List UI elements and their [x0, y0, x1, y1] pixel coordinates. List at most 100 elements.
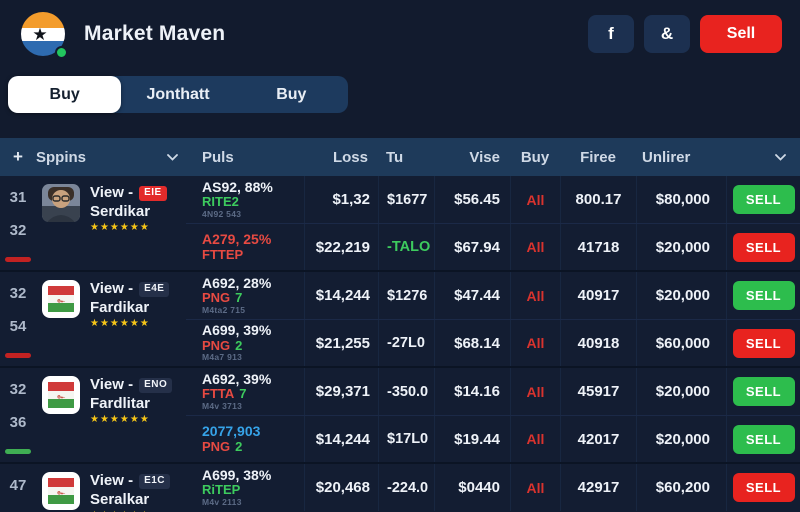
tab-buy-1[interactable]: Buy	[8, 76, 122, 113]
sell-button[interactable]: SELL	[732, 424, 795, 454]
player-cell: ๛ View - E4E Fardikar ★★★★★★	[36, 272, 186, 366]
svg-text:๛: ๛	[57, 394, 66, 401]
avatar-flag: ๛	[42, 472, 80, 510]
group-rows: A692, 39% FTTA 7 M4v 3713 $29,371 -350.0…	[186, 368, 800, 462]
column-header-vise: Vise	[469, 148, 500, 166]
player-view-link[interactable]: View - E4E	[90, 280, 170, 299]
table-row: A699, 38% RiTEP M4v 2113 $20,468 -224.0 …	[186, 464, 800, 511]
firee-value: 42017	[560, 416, 636, 462]
view-label: View -	[90, 472, 134, 489]
tab-bar: Buy Jonthatt Buy	[8, 76, 348, 113]
player-badge: ENO	[139, 378, 173, 393]
unlirer-value: $20,000	[636, 224, 726, 270]
puls-cell: A279, 25% FTTEP	[186, 224, 304, 270]
tu-value: -224.0	[378, 464, 434, 511]
loss-value: $21,255	[304, 320, 378, 366]
sell-header-button[interactable]: Sell	[700, 15, 782, 53]
player-view-link[interactable]: View - EIE	[90, 184, 167, 203]
puls-sub2: 7	[235, 290, 243, 306]
view-label: View -	[90, 280, 134, 297]
group-rows: AS92, 88% RITE2 4N92 543 $1,32 $1677 $56…	[186, 176, 800, 270]
avatar-flag: ๛	[42, 376, 80, 414]
table-row: 2077,903 PNG 2 $14,244 $17L0 $19.44 All …	[186, 415, 800, 462]
star-rating: ★★★★★★	[90, 317, 150, 329]
player-cell: ๛ View - E1C Seralkar ★★★★★★	[36, 464, 186, 512]
sell-button[interactable]: SELL	[732, 232, 795, 262]
puls-note: M4v 2113	[202, 496, 242, 507]
puls-sub: PNG	[202, 438, 231, 454]
vise-value: $14.16	[434, 368, 510, 415]
loss-value: $20,468	[304, 464, 378, 511]
sell-button[interactable]: SELL	[732, 377, 795, 406]
sell-button[interactable]: SELL	[732, 185, 795, 214]
puls-sub: PNG	[202, 290, 231, 306]
player-name: Fardlitar	[90, 394, 151, 412]
puls-main: A279, 25%	[202, 230, 272, 247]
sell-button[interactable]: SELL	[732, 281, 795, 310]
view-label: View -	[90, 184, 134, 201]
svg-text:๛: ๛	[57, 298, 66, 305]
row-index: 36	[9, 414, 27, 431]
tab-buy-2[interactable]: Buy	[276, 85, 307, 103]
puls-note: M4v 3713	[202, 400, 243, 411]
puls-cell: A699, 38% RiTEP M4v 2113	[186, 464, 304, 511]
puls-main: AS92, 88%	[202, 178, 273, 195]
row-index: 32	[9, 285, 27, 302]
puls-note: 4N92 543	[202, 208, 242, 219]
tab-jonthatt[interactable]: Jonthatt	[146, 85, 210, 103]
row-index: 32	[9, 222, 27, 239]
avatar: ๛	[42, 184, 80, 222]
firee-value: 45917	[560, 368, 636, 415]
puls-main: A692, 39%	[202, 370, 272, 387]
facebook-button[interactable]: f	[588, 15, 634, 53]
row-indices: 32 54	[0, 272, 36, 366]
loss-value: $1,32	[304, 176, 378, 223]
table-row-group: 47 35	[0, 464, 800, 512]
puls-sub: FTTEP	[202, 246, 244, 262]
sell-button[interactable]: SELL	[732, 328, 795, 358]
row-dash-indicator	[5, 257, 31, 262]
unlirer-value: $80,000	[636, 176, 726, 223]
puls-note: M4ta2 715	[202, 304, 246, 315]
puls-cell: 2077,903 PNG 2	[186, 416, 304, 462]
player-cell: ๛ View - ENO Fardlitar ★★★★★★	[36, 368, 186, 462]
table-row: A699, 39% PNG 2 M4a7 913 $21,255 -27L0 $…	[186, 319, 800, 366]
star-rating: ★★★★★★	[90, 221, 150, 233]
puls-cell: A699, 39% PNG 2 M4a7 913	[186, 320, 304, 366]
player-view-link[interactable]: View - E1C	[90, 472, 171, 491]
chevron-down-icon[interactable]	[167, 149, 178, 166]
firee-value: 41718	[560, 224, 636, 270]
unlirer-value: $60,200	[636, 464, 726, 511]
table-body: 31 32	[0, 176, 800, 512]
sell-button[interactable]: SELL	[732, 473, 795, 502]
tu-value: -TALO	[378, 224, 434, 270]
ampersand-button[interactable]: &	[644, 15, 690, 53]
puls-note: M4a7 913	[202, 352, 243, 363]
buy-value: All	[510, 320, 560, 366]
puls-cell: A692, 28% PNG 7 M4ta2 715	[186, 272, 304, 319]
row-indices: 31 32	[0, 176, 36, 270]
unlirer-value: $20,000	[636, 416, 726, 462]
puls-sub: RiTEP	[202, 482, 241, 498]
player-view-link[interactable]: View - ENO	[90, 376, 173, 395]
firee-value: 40918	[560, 320, 636, 366]
column-header-buy: Buy	[520, 148, 550, 166]
row-dash-indicator	[5, 353, 31, 358]
firee-value: 42917	[560, 464, 636, 511]
table-row-group: 32 36	[0, 368, 800, 464]
vise-value: $19.44	[434, 416, 510, 462]
row-index: 31	[9, 189, 27, 206]
chevron-down-icon[interactable]	[726, 149, 800, 166]
column-header-sppins: Sppins	[36, 148, 87, 166]
row-index: 32	[9, 381, 27, 398]
puls-sub2: 7	[239, 386, 247, 402]
market-maven-logo-icon: ★	[20, 11, 68, 59]
loss-value: $14,244	[304, 416, 378, 462]
tu-value: -350.0	[378, 368, 434, 415]
column-header-unlirer: Unlirer	[642, 148, 691, 166]
group-rows: A692, 28% PNG 7 M4ta2 715 $14,244 $1276 …	[186, 272, 800, 366]
unlirer-value: $60,000	[636, 320, 726, 366]
vise-value: $56.45	[434, 176, 510, 223]
table-row: A279, 25% FTTEP $22,219 -TALO $67.94 All…	[186, 223, 800, 270]
add-row-button[interactable]: +	[13, 147, 23, 166]
